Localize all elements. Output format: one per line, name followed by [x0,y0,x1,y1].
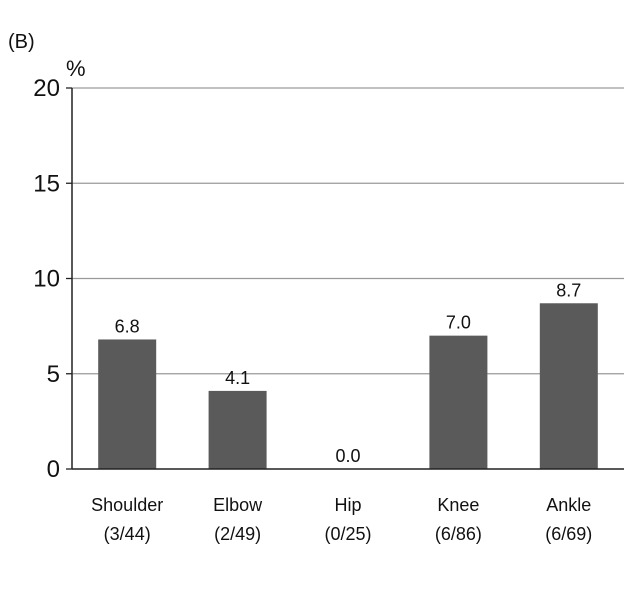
bar-value-label: 7.0 [446,313,471,333]
x-category-count: (6/69) [545,524,592,544]
y-axis-ticks: 0 5 10 15 20 [33,75,60,483]
y-axis-unit-label: % [66,56,86,81]
y-tick-label: 20 [33,75,60,102]
x-category-label: Ankle [546,495,591,515]
x-category-count: (0/25) [324,524,371,544]
bar [208,390,267,469]
x-category-count: (6/86) [435,524,482,544]
x-category-count: (2/49) [214,524,261,544]
x-category-label: Shoulder [91,495,163,515]
panel-label: (B) [8,31,35,53]
y-tick-label: 10 [33,266,60,293]
x-category-count: (3/44) [104,524,151,544]
bar [539,303,598,469]
x-category-label: Knee [437,495,479,515]
bar [429,335,488,469]
x-category-label: Hip [334,495,361,515]
bar-value-label: 6.8 [115,316,140,336]
data-labels: 6.8 4.1 0.0 7.0 8.7 [115,280,582,466]
x-category-label: Elbow [213,495,263,515]
bar [98,339,157,469]
y-tick-label: 15 [33,170,60,197]
gridlines [66,87,624,470]
y-tick-label: 0 [47,456,60,483]
y-tick-label: 5 [47,361,60,388]
bar-value-label: 0.0 [335,446,360,466]
bars [98,303,598,469]
bar-value-label: 8.7 [556,280,581,300]
bar-value-label: 4.1 [225,368,250,388]
x-axis-category-labels: Shoulder (3/44) Elbow (2/49) Hip (0/25) Knee (6… [91,495,592,544]
